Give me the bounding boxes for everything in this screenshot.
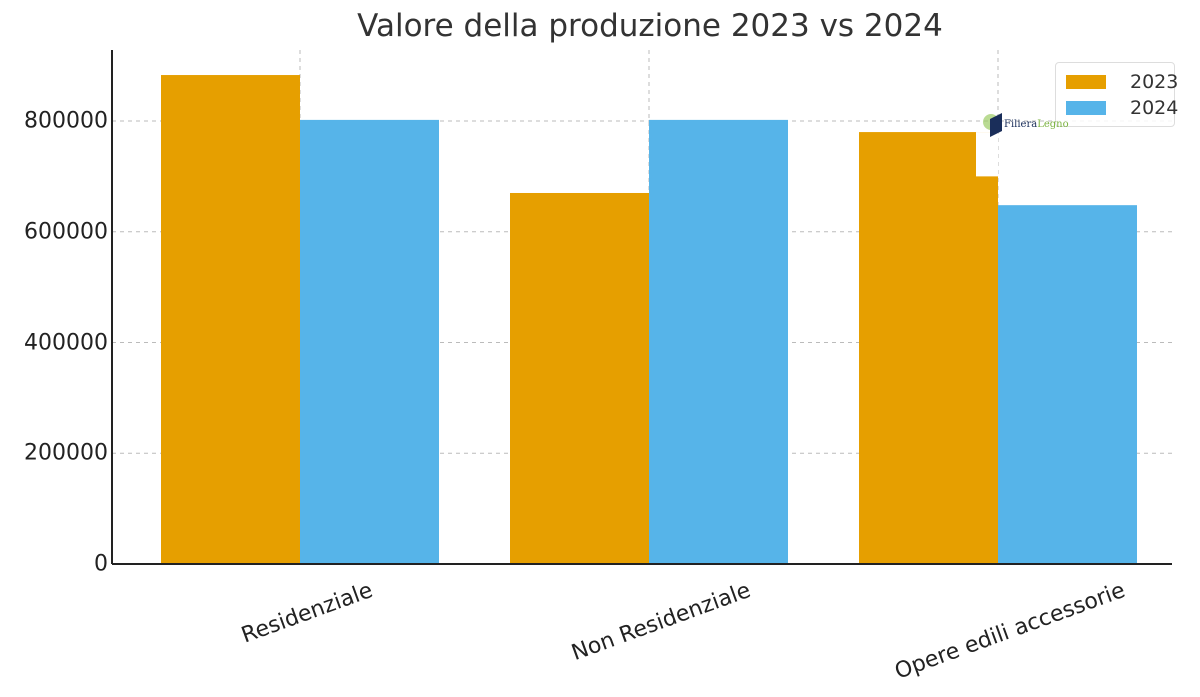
bar-2024-1 (649, 119, 788, 564)
y-tick-label: 0 (94, 551, 108, 577)
bar-2024-2 (998, 205, 1137, 565)
watermark-logo: Filiera Legno (982, 111, 1069, 137)
y-tick-label: 200000 (24, 440, 108, 466)
legend-item-2024: 2024 (1066, 97, 1178, 119)
legend-label: 2024 (1130, 97, 1179, 119)
bar-2023-2 (859, 132, 998, 564)
logo-text: Filiera (1004, 118, 1038, 130)
bar-step-notch (976, 132, 998, 177)
legend-swatch-2024 (1066, 101, 1106, 115)
legend-label: 2023 (1130, 71, 1179, 93)
y-tick-label: 600000 (24, 219, 108, 245)
logo-icon (983, 113, 1002, 137)
bars (161, 75, 1137, 565)
bar-2024-0 (300, 119, 439, 564)
legend: 2023 2024 (1055, 62, 1178, 127)
logo-text-green: Legno (1037, 118, 1069, 130)
bar-2023-1 (510, 192, 649, 565)
legend-item-2023: 2023 (1066, 71, 1178, 93)
y-tick-label: 400000 (24, 330, 108, 355)
bar-2023-0 (161, 75, 300, 564)
chart-title: Valore della produzione 2023 vs 2024 (357, 8, 943, 44)
y-tick-label: 800000 (24, 108, 108, 134)
legend-swatch-2023 (1066, 75, 1106, 89)
